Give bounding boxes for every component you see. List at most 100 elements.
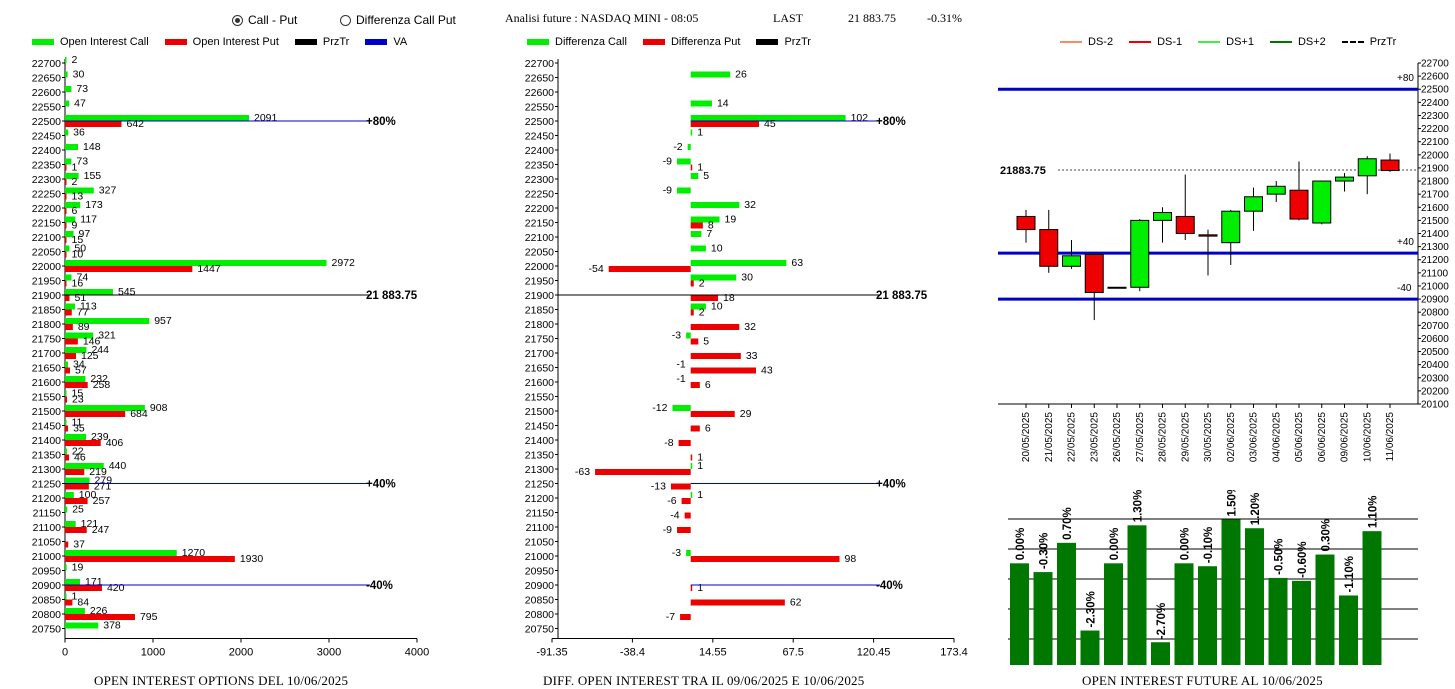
reference-label: +40% bbox=[366, 479, 396, 491]
strike-label: 21600 bbox=[525, 377, 554, 389]
put-bar bbox=[690, 382, 700, 388]
strike-label: 22500 bbox=[32, 116, 61, 128]
x-tick-label: -38.4 bbox=[620, 647, 645, 659]
call-bar bbox=[65, 492, 74, 498]
bar-value-label: 32 bbox=[744, 199, 756, 211]
x-tick-label: 1000 bbox=[141, 647, 165, 659]
legend-item-ds-m2: DS-2 bbox=[1060, 36, 1113, 48]
strike-label: 21200 bbox=[32, 493, 61, 505]
put-bar bbox=[65, 425, 69, 432]
percent-bar bbox=[1198, 566, 1217, 665]
call-bar bbox=[65, 100, 70, 107]
put-bar bbox=[65, 541, 69, 548]
put-bar bbox=[65, 483, 89, 490]
candle-body bbox=[1244, 196, 1263, 212]
strike-label: 21300 bbox=[525, 464, 554, 476]
call-bar bbox=[690, 216, 720, 223]
price-tick-label: 20500 bbox=[1421, 347, 1449, 358]
strike-label: 21250 bbox=[32, 479, 61, 491]
put-bar bbox=[690, 353, 741, 359]
bar-value-label: 46 bbox=[74, 452, 86, 464]
bar-value-label: 10 bbox=[711, 301, 723, 313]
bar-value-label: -4 bbox=[670, 510, 679, 522]
bar-value-label: 15 bbox=[72, 234, 84, 246]
put-bar bbox=[65, 454, 70, 461]
percent-label: 1.50% bbox=[1227, 490, 1239, 516]
put-bar bbox=[595, 469, 691, 475]
bar-value-label: -1 bbox=[676, 359, 685, 371]
bar-value-label: 6 bbox=[705, 423, 711, 435]
call-bar bbox=[65, 622, 99, 629]
date-label: 23/05/2025 bbox=[1089, 412, 1100, 462]
put-bar bbox=[65, 193, 67, 200]
put-bar bbox=[65, 585, 102, 591]
strike-label: 21700 bbox=[525, 348, 554, 360]
radio-diff-label: Differenza Call Put bbox=[356, 13, 456, 27]
strike-label: 20850 bbox=[32, 595, 61, 607]
bar-value-label: 148 bbox=[83, 141, 101, 153]
x-tick-label: 14.55 bbox=[699, 647, 727, 659]
price-tick-label: 21600 bbox=[1421, 203, 1449, 214]
call-bar bbox=[687, 144, 691, 150]
bar-value-label: 26 bbox=[735, 69, 747, 81]
legend-item-ds-p2: DS+2 bbox=[1269, 36, 1326, 48]
strike-label: 21500 bbox=[525, 406, 554, 418]
percent-bar bbox=[1339, 595, 1358, 665]
price-tick-label: 21200 bbox=[1421, 255, 1449, 266]
strike-label: 21550 bbox=[32, 392, 61, 404]
call-bar bbox=[677, 187, 691, 194]
strike-label: 21850 bbox=[32, 305, 61, 317]
put-bar bbox=[65, 324, 73, 330]
put-bar bbox=[608, 266, 691, 272]
strike-label: 21550 bbox=[525, 392, 554, 404]
put-bar bbox=[690, 280, 694, 287]
put-bar bbox=[690, 324, 740, 330]
price-tick-label: 21400 bbox=[1421, 229, 1449, 240]
put-bar bbox=[684, 512, 691, 519]
percent-label: 0.00% bbox=[1180, 528, 1192, 561]
radio-diff[interactable]: Differenza Call Put bbox=[340, 13, 456, 27]
put-bar bbox=[690, 121, 760, 127]
candle-body bbox=[1084, 253, 1104, 294]
strike-label: 21750 bbox=[525, 334, 554, 346]
price-tick-label: 21100 bbox=[1421, 268, 1449, 279]
call-bar bbox=[65, 434, 87, 440]
bar-value-label: 125 bbox=[81, 350, 99, 362]
x-tick-label: 3000 bbox=[317, 647, 341, 659]
strike-label: 22350 bbox=[32, 160, 61, 172]
put-bar bbox=[65, 237, 67, 243]
strike-label: 22050 bbox=[32, 247, 61, 259]
level-label: +40 bbox=[1397, 237, 1414, 248]
strike-label: 20750 bbox=[525, 624, 554, 636]
caption-oi-future: OPEN INTEREST FUTURE AL 10/06/2025 bbox=[1082, 673, 1323, 688]
bar-value-label: 6 bbox=[705, 379, 711, 391]
last-price-label: 21883.75 bbox=[1000, 165, 1046, 177]
legend-oi: Open Interest Call Open Interest Put Prz… bbox=[32, 36, 423, 48]
bar-value-label: 19 bbox=[725, 214, 737, 226]
bar-value-label: 29 bbox=[740, 408, 752, 420]
price-tick-label: 22400 bbox=[1421, 98, 1449, 109]
put-bar bbox=[65, 353, 76, 359]
call-bar bbox=[690, 260, 787, 266]
legend-diff: Differenza Call Differenza Put PrzTr bbox=[527, 36, 827, 48]
put-bar bbox=[65, 614, 135, 620]
call-bar bbox=[65, 608, 85, 614]
x-tick-label: 67.5 bbox=[782, 647, 803, 659]
put-bar bbox=[690, 585, 693, 591]
strike-label: 20950 bbox=[32, 566, 61, 578]
call-bar bbox=[690, 202, 740, 208]
strike-label: 22350 bbox=[525, 160, 554, 172]
percent-bar bbox=[1127, 525, 1147, 665]
bar-value-label: 113 bbox=[80, 301, 97, 313]
radio-unselected-icon bbox=[340, 14, 351, 26]
strike-label: 21500 bbox=[32, 406, 61, 418]
caption-oi-options: OPEN INTEREST OPTIONS DEL 10/06/2025 bbox=[94, 673, 349, 688]
put-bar bbox=[65, 280, 67, 287]
candle-body bbox=[1335, 176, 1354, 182]
call-bar bbox=[65, 347, 87, 353]
call-bar bbox=[690, 115, 846, 121]
radio-call-put[interactable]: Call - Put bbox=[232, 13, 297, 27]
bar-value-label: 1 bbox=[697, 127, 703, 139]
price-tick-label: 21500 bbox=[1421, 216, 1449, 227]
strike-label: 22650 bbox=[32, 73, 61, 85]
